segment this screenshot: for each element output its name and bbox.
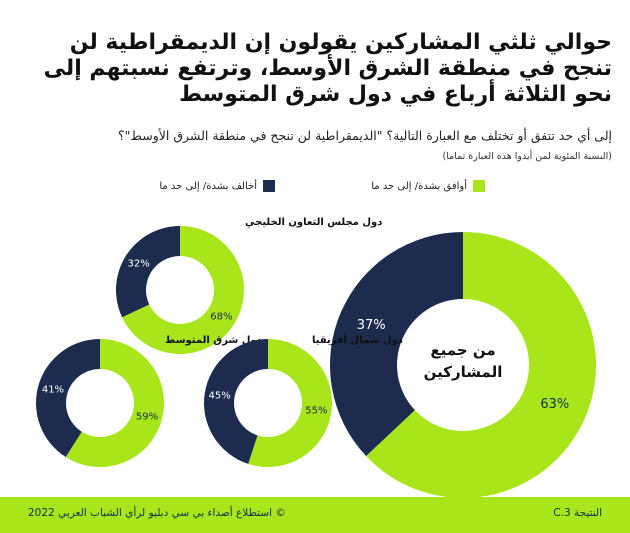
value-label-disagree-1: 32% — [128, 259, 150, 270]
group-label-2: دول شرق المتوسط — [165, 335, 262, 346]
footer-result: النتيجة 3.C — [553, 507, 602, 519]
slice-disagree-0 — [330, 232, 463, 457]
footer-source: © استطلاع أصداء بي سي دبليو لرأي الشباب … — [28, 507, 286, 519]
slice-agree-1 — [122, 226, 244, 354]
slice-disagree-1 — [116, 226, 180, 318]
value-label-disagree-2: 41% — [42, 384, 64, 395]
value-label-agree-3: 55% — [305, 406, 327, 417]
title-line-1: حوالي ثلثي المشاركين يقولون إن الديمقراط… — [69, 30, 612, 55]
legend-agree: أوافق بشدة/ إلى حد ما — [371, 180, 485, 192]
survey-note: (النسبة المئوية لمن أيدوا هذه العبارة تم… — [442, 151, 612, 162]
survey-question: إلى أي حد تتفق أو تختلف مع العبارة التال… — [117, 128, 612, 143]
group-label-0-line-1: من جميع — [430, 341, 495, 359]
value-label-agree-2: 59% — [136, 412, 158, 423]
slice-disagree-3 — [204, 339, 268, 464]
legend-agree-label: أوافق بشدة/ إلى حد ما — [371, 180, 467, 192]
value-label-disagree-0: 37% — [357, 318, 386, 333]
group-label-3: دول شمال أفريقيا — [312, 333, 403, 346]
slice-agree-0 — [366, 232, 596, 497]
legend-disagree: أخالف بشدة/ إلى حد ما — [159, 180, 275, 192]
legend-disagree-label: أخالف بشدة/ إلى حد ما — [159, 180, 257, 192]
slice-agree-3 — [248, 339, 332, 467]
chart-title: حوالي ثلثي المشاركين يقولون إن الديمقراط… — [12, 30, 612, 108]
donut-charts: 63% 37% من جميع المشاركين 68% 32% دول مجلس الت… — [36, 217, 596, 497]
title-line-2: تنجح في منطقة الشرق الأوسط، وترتفع نسبته… — [43, 56, 612, 81]
slice-agree-2 — [65, 339, 164, 467]
value-label-agree-1: 68% — [210, 311, 232, 322]
footer-bar: © استطلاع أصداء بي سي دبليو لرأي الشباب … — [0, 497, 630, 533]
legend-agree-swatch — [473, 180, 485, 192]
group-label-1: دول مجلس التعاون الخليجي — [245, 217, 382, 228]
legend-disagree-swatch — [263, 180, 275, 192]
slice-disagree-2 — [36, 339, 100, 458]
group-label-0-line-2: المشاركين — [424, 363, 503, 381]
value-label-disagree-3: 45% — [208, 390, 230, 401]
value-label-agree-0: 63% — [540, 397, 569, 412]
title-line-3: نحو الثلاثة أرباع في دول شرق المتوسط — [179, 82, 612, 107]
